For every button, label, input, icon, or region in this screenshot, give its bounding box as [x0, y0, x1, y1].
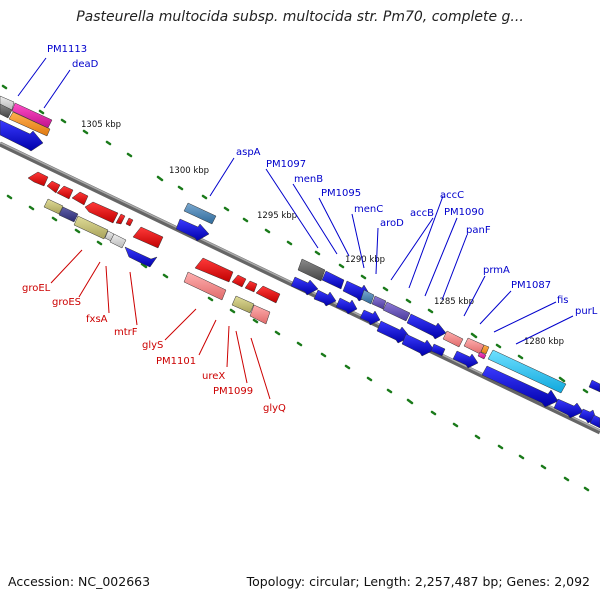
label-connectors: [17, 57, 574, 400]
gene-label[interactable]: menC: [354, 204, 383, 215]
gene-label[interactable]: PM1113: [47, 44, 87, 55]
gene-feature[interactable]: [589, 414, 600, 429]
gene-feature[interactable]: [73, 215, 109, 240]
gene-feature[interactable]: [175, 218, 210, 242]
reverse-gene-labels: groEL groES fxsA mtrF glyS PM1101 ureX P…: [22, 283, 286, 414]
gene-feature[interactable]: [371, 295, 387, 310]
gene-feature[interactable]: [8, 111, 51, 137]
gene-feature[interactable]: [477, 351, 487, 360]
gene-feature[interactable]: [382, 301, 411, 322]
gene-feature[interactable]: [0, 103, 13, 119]
gene-feature[interactable]: [115, 213, 126, 225]
gene-label[interactable]: aspA: [236, 147, 261, 158]
gene-feature[interactable]: [125, 217, 134, 227]
gene-feature[interactable]: [231, 274, 247, 288]
upper-tick-track: [1, 84, 589, 394]
gene-label[interactable]: groEL: [22, 283, 51, 294]
gene-feature[interactable]: [335, 297, 358, 315]
gene-feature[interactable]: [553, 398, 584, 419]
gene-feature[interactable]: [430, 343, 446, 357]
gene-label[interactable]: PM1090: [444, 207, 484, 218]
gene-feature[interactable]: [359, 309, 381, 326]
gene-feature[interactable]: [452, 350, 479, 369]
gene-feature[interactable]: [194, 257, 234, 283]
scale-label: 1300 kbp: [169, 166, 209, 176]
gene-feature[interactable]: [249, 304, 271, 325]
gene-label[interactable]: fis: [557, 295, 569, 306]
gene-label[interactable]: PM1095: [321, 188, 361, 199]
gene-feature[interactable]: [71, 191, 89, 206]
scale-labels: 1305 kbp 1300 kbp 1295 kbp 1290 kbp 1285…: [81, 120, 564, 347]
gene-feature[interactable]: [84, 201, 119, 224]
gene-feature[interactable]: [401, 333, 435, 357]
gene-feature[interactable]: [56, 185, 74, 200]
gene-label[interactable]: panF: [466, 225, 491, 236]
gene-label[interactable]: glyQ: [263, 403, 286, 414]
lower-tick-track: [6, 194, 590, 492]
scale-label: 1285 kbp: [434, 297, 474, 307]
gene-feature[interactable]: [442, 330, 464, 348]
scale-label: 1280 kbp: [524, 337, 564, 347]
gene-label[interactable]: ureX: [202, 371, 225, 382]
gene-feature[interactable]: [109, 233, 127, 249]
gene-label[interactable]: purL: [575, 306, 598, 317]
gene-feature[interactable]: [46, 180, 61, 194]
gene-feature[interactable]: [27, 171, 49, 187]
gene-feature[interactable]: [313, 289, 337, 307]
scale-label: 1290 kbp: [345, 255, 385, 265]
gene-label[interactable]: groES: [52, 297, 81, 308]
gene-label[interactable]: PM1101: [156, 356, 196, 367]
gene-label[interactable]: deaD: [72, 59, 99, 70]
gene-feature[interactable]: [43, 198, 64, 215]
gene-label[interactable]: fxsA: [86, 314, 108, 325]
gene-label[interactable]: glyS: [142, 340, 163, 351]
forward-gene-labels: PM1113 deaD aspA PM1097 menB PM1095 menC…: [47, 44, 598, 317]
gene-label[interactable]: prmA: [483, 265, 510, 276]
gene-feature[interactable]: [487, 349, 567, 394]
gene-feature[interactable]: [290, 276, 319, 296]
gene-feature[interactable]: [244, 280, 258, 293]
scale-label: 1305 kbp: [81, 120, 121, 130]
gene-label[interactable]: accC: [440, 190, 464, 201]
gene-feature[interactable]: [0, 119, 44, 152]
gene-feature[interactable]: [231, 295, 255, 314]
gene-feature[interactable]: [183, 202, 217, 225]
gene-label[interactable]: accB: [410, 208, 434, 219]
gene-label[interactable]: menB: [294, 174, 323, 185]
gene-label[interactable]: mtrF: [114, 327, 138, 338]
gene-feature[interactable]: [480, 344, 490, 355]
gene-feature[interactable]: [124, 246, 158, 268]
gene-label[interactable]: PM1097: [266, 159, 306, 170]
map-title: Pasteurella multocida subsp. multocida s…: [76, 9, 524, 25]
gene-label[interactable]: PM1087: [511, 280, 551, 291]
scale-label: 1295 kbp: [257, 211, 297, 221]
accession-text: Accession: NC_002663: [8, 574, 151, 589]
gene-feature[interactable]: [255, 285, 281, 304]
gene-label[interactable]: PM1099: [213, 386, 253, 397]
gene-feature[interactable]: [588, 379, 600, 393]
gene-label[interactable]: aroD: [380, 218, 404, 229]
gene-feature[interactable]: [481, 365, 559, 408]
gene-feature[interactable]: [297, 258, 326, 282]
topology-summary: Topology: circular; Length: 2,257,487 bp…: [246, 574, 590, 589]
gene-feature[interactable]: [132, 226, 164, 249]
gene-feature[interactable]: [406, 313, 447, 340]
gene-feature[interactable]: [360, 289, 375, 305]
forward-strand-genes[interactable]: [0, 95, 600, 429]
gene-feature[interactable]: [183, 271, 227, 301]
gene-feature[interactable]: [321, 270, 345, 290]
gene-feature[interactable]: [58, 206, 79, 223]
reverse-strand-genes[interactable]: [27, 171, 281, 325]
